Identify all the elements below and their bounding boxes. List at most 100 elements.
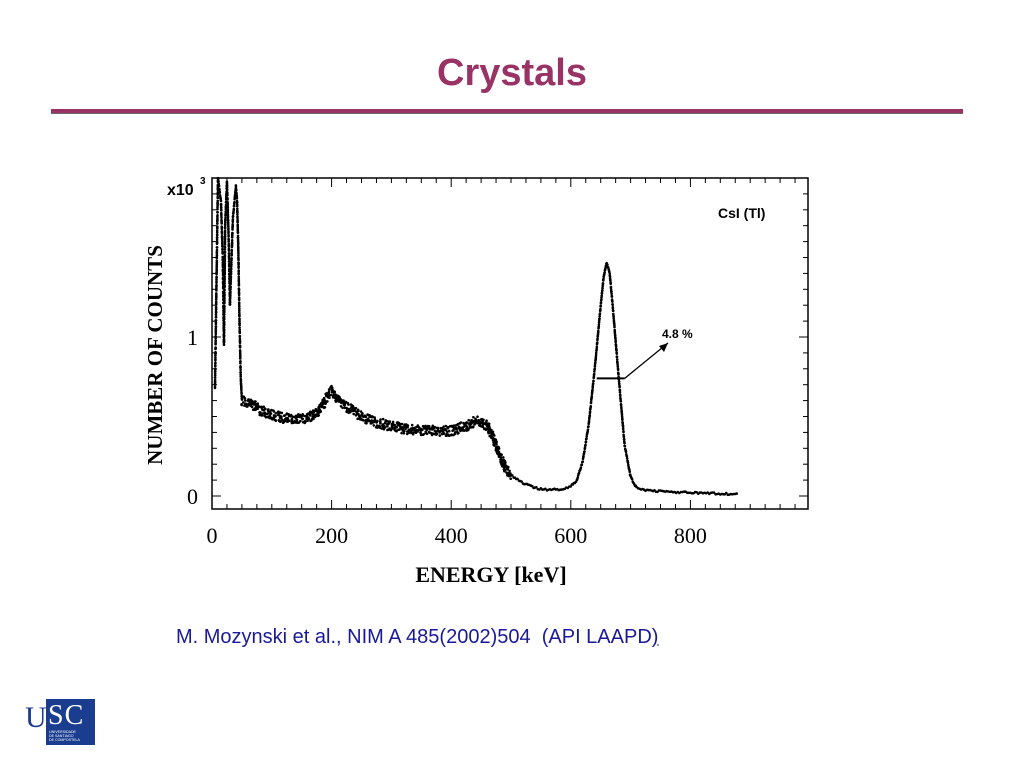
data-point [511, 474, 514, 477]
data-point [395, 425, 399, 429]
data-point [465, 421, 469, 424]
data-point [215, 261, 219, 264]
data-point [215, 279, 218, 283]
data-point [231, 231, 234, 235]
data-point [236, 234, 240, 238]
data-point [216, 214, 219, 217]
data-point [236, 220, 239, 224]
data-point [586, 428, 590, 431]
data-point [260, 407, 264, 410]
data-point [214, 367, 217, 371]
data-point [599, 304, 602, 307]
data-point [235, 189, 238, 192]
data-point [595, 347, 598, 351]
data-point [223, 304, 226, 308]
data-point [621, 427, 625, 431]
data-point [615, 349, 618, 352]
data-point [225, 185, 229, 189]
data-point [239, 362, 242, 365]
data-point [617, 380, 621, 384]
data-point [220, 216, 223, 220]
data-point [331, 386, 334, 390]
data-point [619, 394, 622, 398]
data-point [618, 390, 622, 394]
data-point [378, 425, 382, 428]
data-point [217, 184, 221, 188]
data-point [238, 339, 242, 343]
data-point [416, 430, 419, 433]
data-point [583, 446, 587, 450]
data-point [432, 426, 436, 430]
data-point [589, 405, 593, 408]
data-point [416, 425, 420, 429]
data-point [472, 425, 475, 429]
data-point [237, 254, 240, 257]
data-point [227, 228, 230, 231]
data-point [370, 415, 374, 418]
data-point [260, 413, 264, 417]
data-point [611, 300, 614, 303]
logo-letter-u: U [25, 701, 47, 734]
data-point [225, 188, 229, 192]
data-point [614, 345, 618, 348]
data-point [239, 354, 242, 358]
data-point [290, 420, 294, 424]
data-point [735, 492, 738, 495]
data-point [238, 341, 242, 345]
data-point [220, 238, 224, 242]
data-point [606, 263, 609, 267]
data-point [237, 284, 241, 287]
data-point [223, 222, 227, 226]
data-point [235, 201, 239, 204]
data-point [590, 394, 594, 398]
data-point [238, 310, 241, 314]
data-point [227, 249, 231, 252]
data-point [616, 364, 620, 368]
data-point [223, 239, 227, 243]
data-point [579, 466, 583, 469]
data-point [583, 450, 586, 453]
data-point [603, 271, 606, 274]
data-point [610, 292, 613, 296]
data-point [609, 286, 613, 290]
data-point [712, 491, 716, 494]
data-point [223, 281, 226, 285]
data-point [227, 265, 231, 268]
data-point [214, 310, 218, 314]
data-point [427, 425, 431, 428]
data-point [588, 410, 592, 414]
data-point [465, 425, 469, 429]
y-tick-label: 1 [187, 325, 198, 350]
data-point [221, 240, 224, 244]
data-point [459, 426, 463, 430]
data-point [223, 225, 227, 229]
data-point [232, 207, 236, 211]
data-point [622, 436, 626, 439]
data-point [594, 355, 598, 359]
data-point [402, 431, 406, 435]
data-point [214, 319, 218, 322]
data-point [587, 425, 590, 428]
data-point [236, 242, 240, 246]
data-point [470, 421, 474, 425]
data-point [215, 240, 219, 244]
data-point [222, 326, 226, 329]
data-point [239, 375, 242, 378]
data-point [347, 403, 350, 406]
data-point [215, 238, 219, 242]
data-point [223, 257, 227, 260]
data-point [236, 207, 239, 211]
data-point [220, 222, 223, 225]
data-point [288, 419, 291, 423]
data-point [499, 456, 503, 459]
data-point [597, 329, 600, 333]
data-point [251, 400, 254, 403]
data-point [452, 428, 455, 432]
data-point [593, 363, 597, 367]
data-point [237, 252, 240, 255]
data-point [295, 418, 299, 422]
data-point [237, 263, 240, 266]
data-point [221, 259, 225, 262]
data-point [224, 212, 227, 215]
data-point [425, 425, 428, 429]
